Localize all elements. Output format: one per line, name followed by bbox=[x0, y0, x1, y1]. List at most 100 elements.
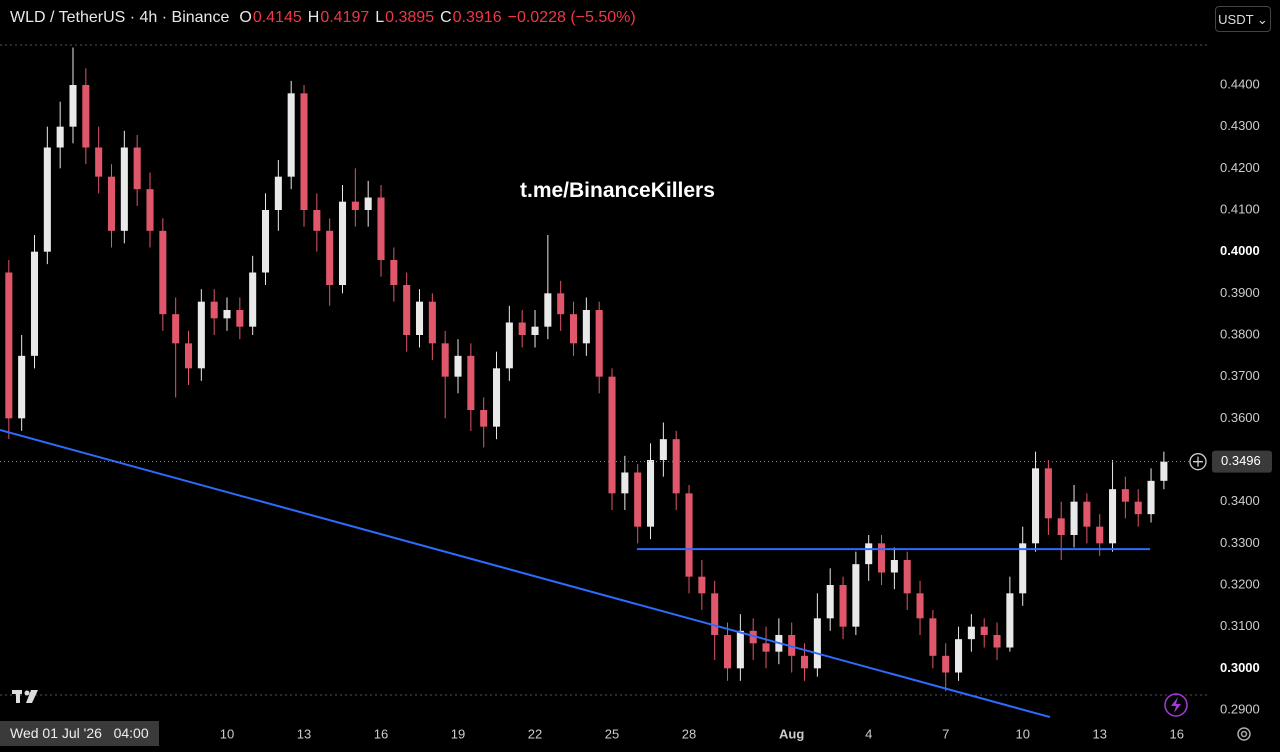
candle-body bbox=[56, 126, 64, 148]
candle-body bbox=[698, 576, 706, 594]
candle bbox=[428, 293, 436, 360]
candle-body bbox=[813, 618, 821, 669]
candle-body bbox=[723, 635, 732, 669]
x-tick-label: 22 bbox=[528, 726, 542, 741]
y-tick-label: 0.3800 bbox=[1220, 326, 1260, 341]
ohlc-value: 0.4197 bbox=[320, 9, 370, 26]
candle-body bbox=[878, 543, 886, 573]
ohlc-item: O 0.4145 bbox=[239, 9, 301, 27]
watermark: t.me/BinanceKillers bbox=[520, 179, 715, 202]
candle-body bbox=[1096, 526, 1104, 544]
y-tick-label: 0.3200 bbox=[1220, 576, 1260, 591]
candle bbox=[955, 626, 963, 681]
candle bbox=[43, 126, 51, 265]
candle-body bbox=[762, 643, 770, 652]
candle-body bbox=[454, 355, 462, 377]
candle-body bbox=[236, 310, 244, 327]
candle bbox=[159, 218, 167, 331]
candle bbox=[146, 172, 154, 248]
price-change: −0.0228 (−5.50%) bbox=[507, 9, 636, 26]
candle bbox=[480, 397, 488, 448]
candle bbox=[839, 576, 847, 640]
y-tick-label: 0.3300 bbox=[1220, 535, 1260, 550]
x-tick-label: 28 bbox=[682, 726, 696, 741]
candle-body bbox=[415, 301, 424, 335]
candle bbox=[82, 68, 90, 165]
candle-body bbox=[1147, 480, 1155, 515]
candle-body bbox=[852, 564, 860, 627]
candle bbox=[236, 297, 244, 340]
y-tick-label: 0.2900 bbox=[1220, 701, 1260, 716]
candle-body bbox=[351, 201, 359, 210]
candle-body bbox=[1083, 501, 1091, 527]
candle bbox=[107, 164, 116, 248]
x-tick-label: 16 bbox=[374, 726, 388, 741]
last-price-label: 0.3496 bbox=[1221, 453, 1261, 468]
candle-body bbox=[364, 197, 372, 210]
candle-body bbox=[1134, 501, 1142, 515]
candle bbox=[313, 193, 321, 252]
candle bbox=[338, 185, 347, 294]
ohlc-label: C bbox=[440, 9, 452, 26]
ohlc-value: 0.3916 bbox=[452, 9, 502, 26]
candle bbox=[403, 272, 411, 352]
candle-body bbox=[916, 593, 924, 619]
candle-body bbox=[1057, 518, 1065, 535]
candle bbox=[492, 351, 501, 440]
candle-body bbox=[377, 197, 385, 260]
candle-body bbox=[544, 293, 552, 327]
plus-icon bbox=[1193, 456, 1203, 467]
candle bbox=[210, 289, 218, 335]
candle-body bbox=[801, 655, 809, 669]
candle-body bbox=[120, 147, 128, 231]
candle bbox=[505, 305, 513, 381]
candle-body bbox=[518, 322, 526, 335]
candle-body bbox=[531, 326, 539, 335]
currency-select[interactable]: USDT ⌄ bbox=[1215, 6, 1271, 32]
candle bbox=[261, 193, 270, 285]
candle bbox=[56, 101, 64, 169]
candle-body bbox=[595, 310, 603, 377]
candle bbox=[878, 535, 886, 585]
candle-body bbox=[287, 93, 295, 177]
candle bbox=[1121, 476, 1129, 519]
candle bbox=[364, 180, 372, 227]
candle bbox=[390, 247, 398, 302]
candle-body bbox=[313, 210, 321, 231]
ohlc-item: C 0.3916 bbox=[440, 9, 502, 27]
candle-body bbox=[467, 355, 475, 410]
ohlc-item: L 0.3895 bbox=[375, 9, 434, 27]
candle bbox=[300, 85, 308, 227]
ohlc-label: L bbox=[375, 9, 385, 26]
candle bbox=[942, 643, 950, 692]
candle bbox=[852, 551, 860, 635]
x-tick-label: Aug bbox=[779, 726, 804, 741]
crosshair-time: Wed 01 Jul '26 04:00 bbox=[0, 721, 159, 746]
settings-icon[interactable] bbox=[1237, 727, 1251, 741]
candle bbox=[749, 618, 757, 660]
candle bbox=[762, 626, 770, 669]
candle bbox=[184, 330, 193, 385]
y-tick-label: 0.4400 bbox=[1220, 76, 1260, 91]
alert-icon[interactable] bbox=[1164, 693, 1188, 717]
candle bbox=[454, 339, 462, 394]
candle-body bbox=[749, 630, 757, 644]
candle bbox=[467, 343, 475, 431]
candle bbox=[569, 301, 578, 356]
candle bbox=[916, 580, 924, 635]
candle-body bbox=[403, 285, 411, 335]
candle-body bbox=[441, 343, 449, 377]
candle-body bbox=[903, 560, 911, 594]
candle bbox=[518, 310, 526, 348]
candle-body bbox=[582, 310, 590, 344]
candle-body bbox=[1160, 461, 1168, 481]
candle-body bbox=[18, 355, 26, 419]
candle-body bbox=[967, 626, 975, 640]
x-tick-label: 25 bbox=[605, 726, 619, 741]
candle-body bbox=[261, 210, 270, 273]
candle bbox=[993, 622, 1001, 660]
candle bbox=[18, 335, 26, 431]
candle-body bbox=[82, 85, 90, 148]
